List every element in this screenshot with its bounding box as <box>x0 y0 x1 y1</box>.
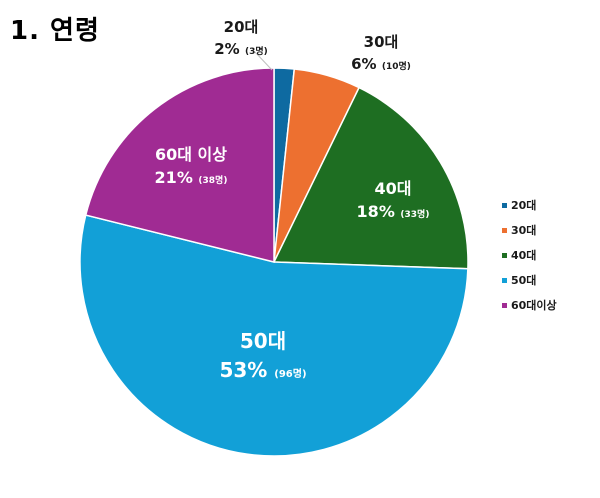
slice-label-percent-60대이상: 21% <box>155 168 199 187</box>
slice-label-percent-40대: 18% <box>357 202 401 221</box>
slice-50대 <box>79 214 469 457</box>
slice-label-value-50대: 53% (96명) <box>219 358 306 382</box>
slice-label-count-20대: (3명) <box>245 45 268 57</box>
page-title: 1. 연령 <box>10 16 100 46</box>
slice-label-count-50대: (96명) <box>274 367 306 380</box>
legend-swatch-30대 <box>502 228 507 233</box>
slice-label-name-50대: 50대 <box>240 329 286 353</box>
slice-40대 <box>272 86 469 270</box>
slice-label-value-30대: 6% (10명) <box>351 55 411 73</box>
pie-slices <box>79 67 469 457</box>
slice-label-percent-20대: 2% <box>214 40 245 58</box>
legend-label-40대: 40대 <box>511 248 536 262</box>
slice-label-percent-50대: 53% <box>219 358 274 382</box>
legend: 20대 30대 40대 50대 60대이상 <box>502 198 557 312</box>
leader-line-20대 <box>254 51 273 71</box>
legend-swatch-50대 <box>502 278 507 283</box>
legend-swatch-40대 <box>502 253 507 258</box>
legend-label-50대: 50대 <box>511 273 536 287</box>
legend-swatch-60대이상 <box>502 303 507 308</box>
slice-label-name-30대: 30대 <box>364 33 399 51</box>
slice-label-count-30대: (10명) <box>382 60 411 72</box>
legend-label-20대: 20대 <box>511 198 536 212</box>
slice-label-count-60대이상: (38명) <box>198 174 227 186</box>
slice-label-count-40대: (33명) <box>400 208 429 220</box>
slice-60대이상 <box>84 67 275 263</box>
slice-label-name-60대이상: 60대 이상 <box>155 145 227 164</box>
slice-label-value-40대: 18% (33명) <box>357 202 430 221</box>
slice-label-name-20대: 20대 <box>224 18 259 36</box>
slice-label-value-20대: 2% (3명) <box>214 40 267 58</box>
slice-label-percent-30대: 6% <box>351 55 382 73</box>
legend-label-30대: 30대 <box>511 223 536 237</box>
slice-label-value-60대이상: 21% (38명) <box>155 168 228 187</box>
slice-label-name-40대: 40대 <box>375 179 412 198</box>
legend-swatch-20대 <box>502 203 507 208</box>
legend-label-60대이상: 60대이상 <box>511 298 557 312</box>
slice-labels: 20대 2% (3명) 30대 6% (10명) 40대 18% (33명) 50대 53% … <box>155 18 430 382</box>
